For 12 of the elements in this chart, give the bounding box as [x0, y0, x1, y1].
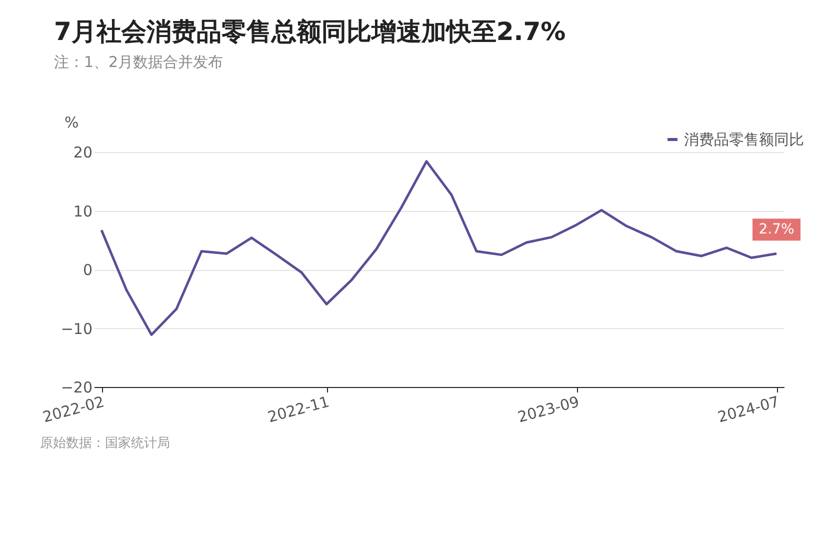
- annotation: 2.7%: [758, 222, 794, 238]
- x-tick-label: 2023-09: [516, 392, 582, 426]
- y-tick-label: 10: [73, 202, 92, 220]
- legend-label: 消费品零售额同比: [684, 130, 804, 148]
- x-tick-label: 2022-11: [266, 392, 332, 426]
- y-tick-label: −10: [60, 320, 92, 338]
- y-tick-label: 0: [82, 261, 92, 279]
- text: 原始数据：国家统计局: [40, 435, 171, 453]
- y-axis-title: %: [64, 114, 79, 132]
- chart-subtitle: 注：1、2月数据合并发布: [54, 53, 224, 71]
- chart-title: 7月社会消费品零售总额同比增速加快至2.7%: [54, 17, 566, 46]
- y-tick-label: 20: [73, 144, 92, 162]
